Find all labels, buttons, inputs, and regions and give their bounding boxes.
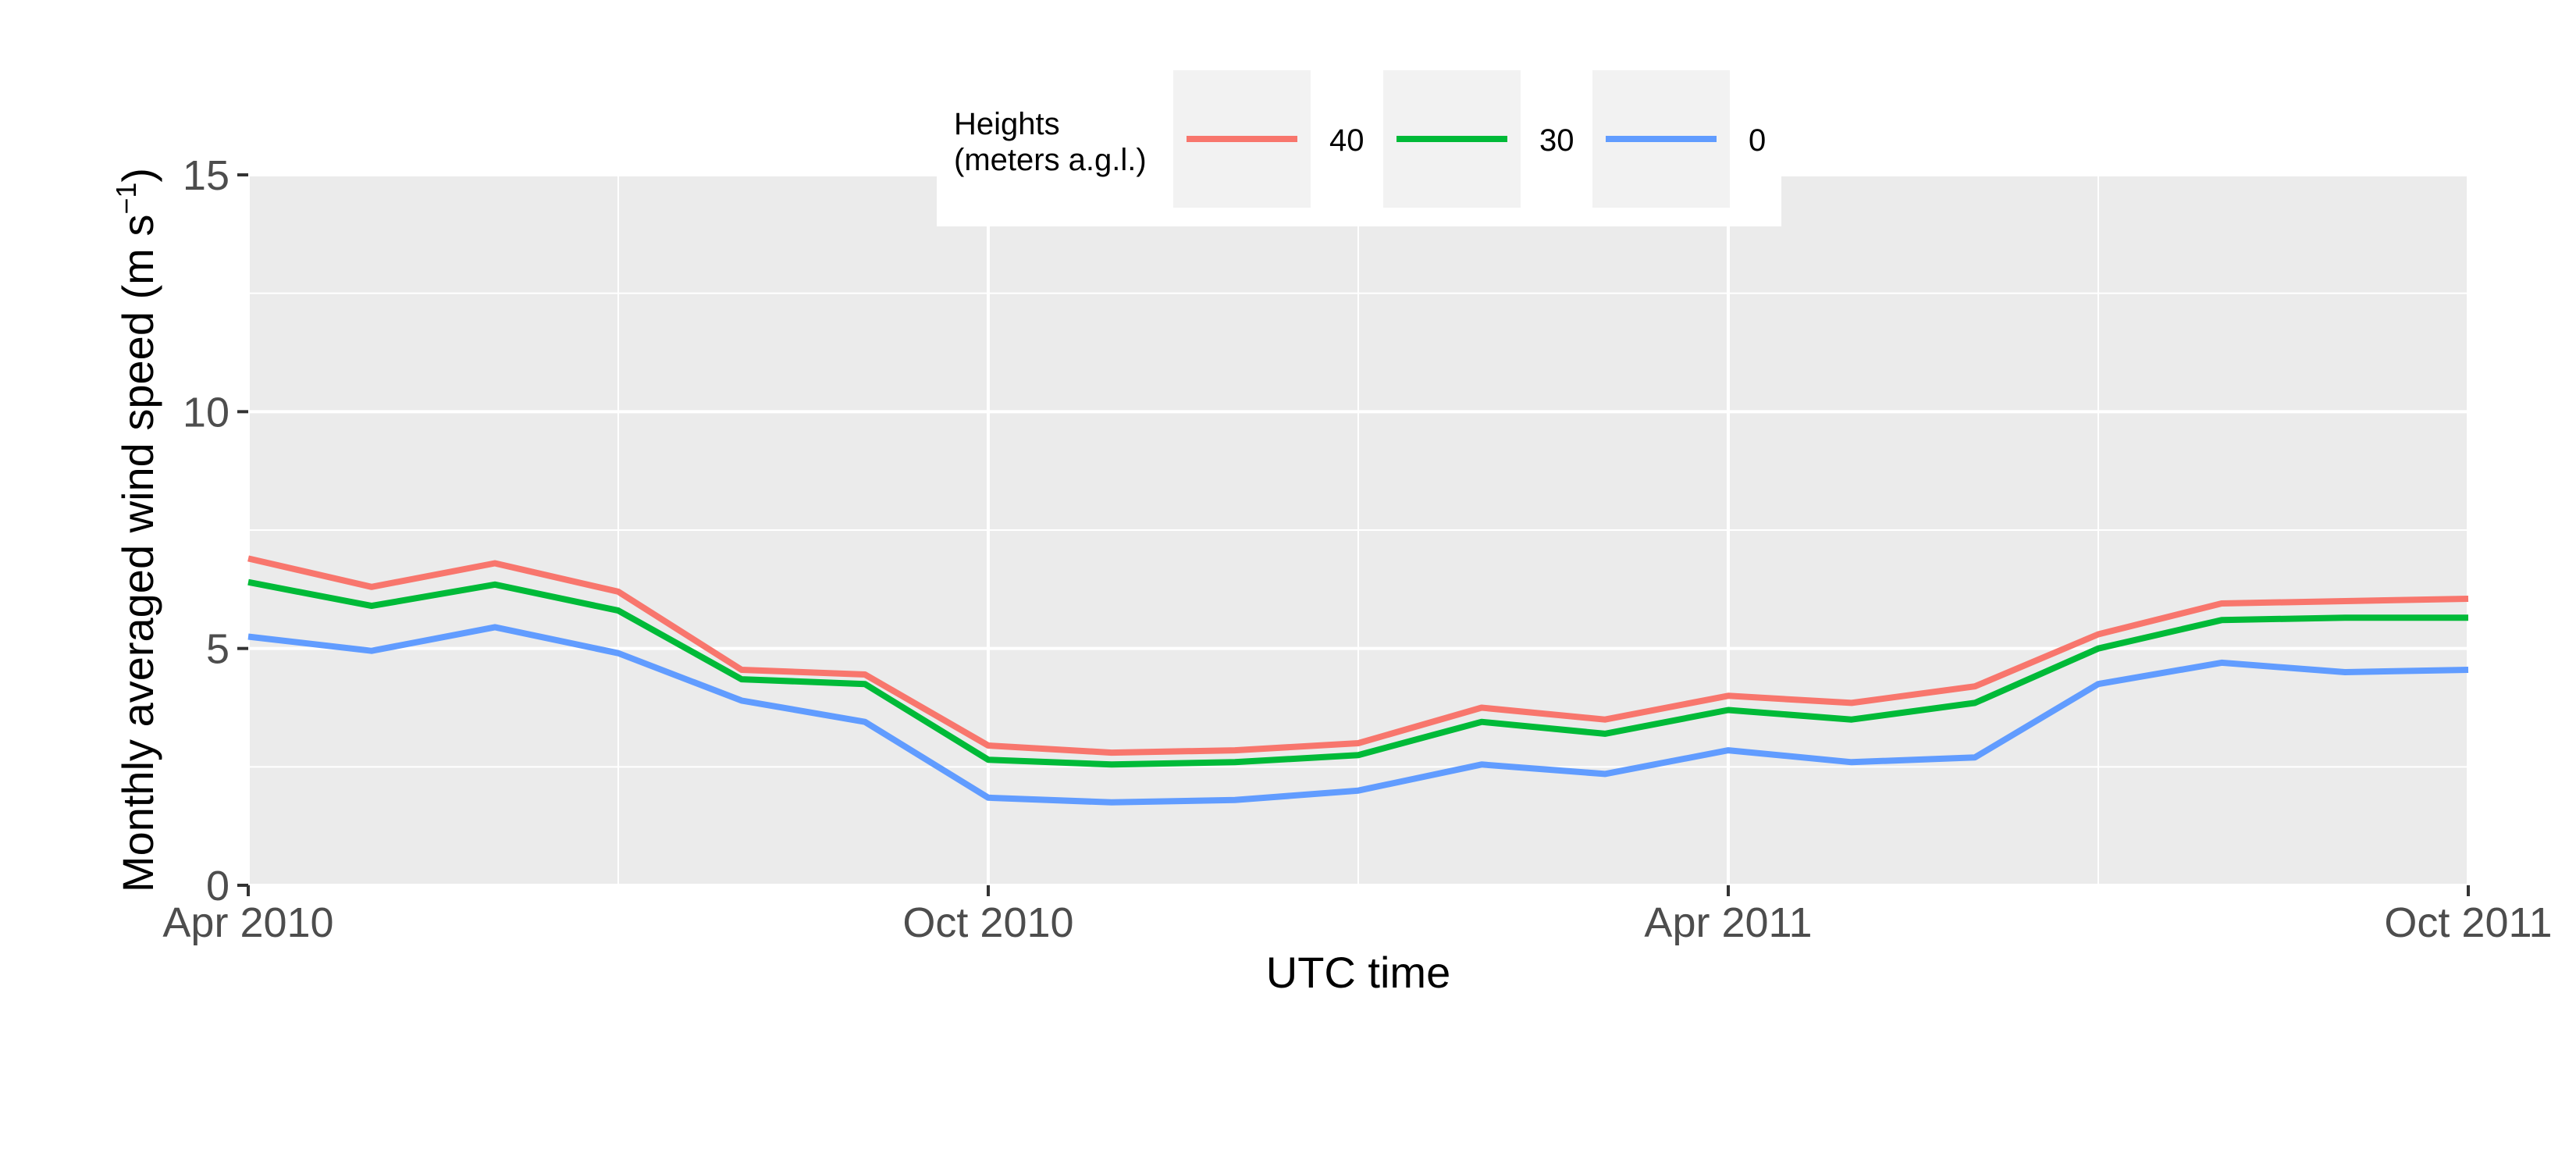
y-axis-title: Monthly averaged wind speed (m s−1): [110, 168, 162, 892]
x-tick-label: Apr 2010: [162, 899, 333, 946]
y-tick-label: 5: [206, 626, 229, 673]
legend-label-0: 0: [1749, 123, 1766, 158]
x-tick-label: Oct 2010: [902, 899, 1073, 946]
legend: Heights (meters a.g.l.) 40 30 0: [937, 70, 1781, 226]
data-series: [247, 555, 2469, 806]
y-axis-title-main: Monthly averaged wind speed (m s: [113, 215, 162, 892]
axes: 0 5 10 15 Apr 2010 Oct 2010 Apr 2011 Oct 2011: [162, 152, 2552, 946]
x-tick-label: Oct 2011: [2384, 899, 2552, 946]
legend-title-line2: (meters a.g.l.): [954, 143, 1147, 177]
y-tick-label: 15: [183, 152, 229, 199]
legend-title-line1: Heights: [954, 107, 1060, 141]
series-line-30: [247, 578, 2468, 768]
series-line-40: [247, 555, 2469, 756]
x-axis-title: UTC time: [1266, 948, 1450, 997]
x-tick-label: Apr 2011: [1644, 899, 1812, 946]
legend-label-40: 40: [1329, 123, 1364, 158]
series-line-0: [247, 624, 2469, 806]
y-tick-label: 0: [206, 863, 229, 909]
y-axis-title-exponent: −1: [110, 183, 142, 215]
y-axis-title-close: ): [113, 168, 162, 183]
legend-label-30: 30: [1539, 123, 1574, 158]
y-tick-label: 10: [183, 389, 229, 436]
